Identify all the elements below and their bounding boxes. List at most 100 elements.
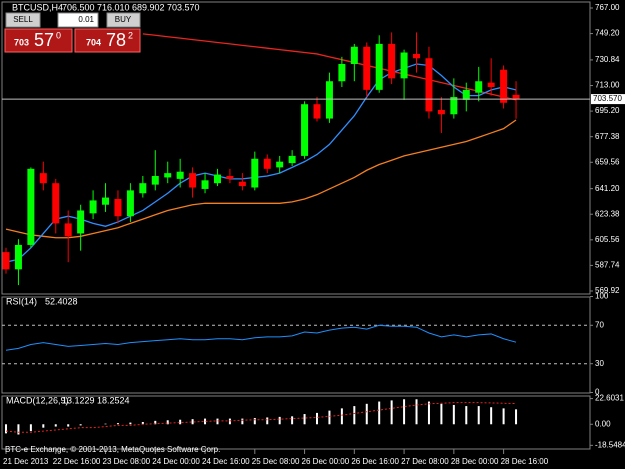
candle-body bbox=[450, 97, 458, 115]
candle-body bbox=[52, 183, 60, 224]
lot-input[interactable] bbox=[57, 12, 99, 28]
plot: 21 Dec 2013 22 Dec 16:00 23 Dec 08:00 24 De… bbox=[2, 3, 625, 466]
candle-body bbox=[114, 198, 122, 217]
candle-body bbox=[301, 104, 309, 156]
macd-bar bbox=[104, 423, 107, 425]
macd-bar bbox=[67, 424, 70, 427]
buy-price-big[interactable]: 704 bbox=[86, 37, 101, 47]
candle-body bbox=[288, 155, 296, 164]
x-tick-label: 27 Dec 08:00 bbox=[401, 457, 449, 466]
candle-body bbox=[425, 58, 433, 112]
macd-bar bbox=[452, 404, 455, 425]
macd-bar bbox=[291, 416, 294, 425]
macd-bar bbox=[241, 418, 244, 425]
candle-body bbox=[102, 197, 110, 205]
x-tick-label: 21 Dec 2013 bbox=[3, 457, 49, 466]
macd-bar bbox=[5, 424, 7, 434]
candle-body bbox=[500, 69, 508, 103]
copyright: BTC-e Exchange, © 2001-2013, MetaQuotes … bbox=[5, 445, 220, 454]
sell-price-frac[interactable]: 0 bbox=[56, 30, 61, 40]
macd-bar bbox=[465, 406, 468, 425]
macd-bar bbox=[378, 401, 381, 425]
macd-bar bbox=[17, 424, 20, 435]
buy-price-frac[interactable]: 2 bbox=[128, 30, 133, 40]
rsi-title: RSI(14) bbox=[6, 296, 37, 306]
macd-bar bbox=[79, 424, 82, 426]
candle-body bbox=[64, 223, 72, 237]
macd-frame bbox=[1, 395, 591, 450]
y-tick-label: 749.20 bbox=[595, 29, 620, 38]
macd-bar bbox=[266, 417, 269, 425]
buy-price-box[interactable] bbox=[74, 28, 141, 53]
y-tick-label: 767.00 bbox=[595, 3, 620, 12]
x-tick-label: 24 Dec 00:00 bbox=[152, 457, 200, 466]
moving-average bbox=[5, 119, 517, 239]
lot-value[interactable]: 0.01 bbox=[78, 15, 94, 24]
sell-price-big[interactable]: 703 bbox=[14, 37, 29, 47]
candle-body bbox=[164, 173, 172, 178]
macd-bar bbox=[216, 418, 219, 425]
macd-bar bbox=[228, 418, 231, 425]
y-tick-label: 641.20 bbox=[595, 184, 620, 193]
candle-body bbox=[238, 181, 246, 187]
macd-bar bbox=[490, 407, 493, 425]
candle-body bbox=[462, 89, 470, 100]
macd-bar bbox=[166, 420, 169, 425]
macd-bar bbox=[154, 420, 157, 425]
x-tick-label: 22 Dec 16:00 bbox=[53, 457, 101, 466]
candle-body bbox=[126, 190, 134, 217]
macd-bar bbox=[116, 423, 119, 425]
macd-bar bbox=[515, 409, 518, 425]
main-frame bbox=[1, 1, 591, 295]
sell-price-pips[interactable]: 57 bbox=[34, 30, 54, 50]
candle-body bbox=[400, 52, 408, 79]
y-tick-label: 0.00 bbox=[595, 419, 611, 428]
macd-bar bbox=[365, 403, 368, 425]
candle-body bbox=[512, 94, 520, 100]
y-tick-label: 587.74 bbox=[595, 261, 620, 270]
macd-value: 13.1229 bbox=[62, 395, 95, 405]
macd-bar bbox=[303, 414, 306, 425]
buy-button[interactable] bbox=[106, 12, 141, 28]
x-tick-label: 25 Dec 08:00 bbox=[252, 457, 300, 466]
buy-price-pips[interactable]: 78 bbox=[106, 30, 126, 50]
macd-bar bbox=[42, 424, 45, 428]
y-tick-label: 70 bbox=[595, 320, 604, 329]
y-tick-label: 22.6031 bbox=[595, 394, 624, 403]
macd-bar bbox=[440, 403, 443, 425]
candle-body bbox=[201, 180, 209, 189]
header-open: 706.500 bbox=[62, 2, 95, 12]
x-tick-label: 26 Dec 16:00 bbox=[351, 457, 399, 466]
macd-bar bbox=[179, 419, 182, 425]
macd-bar bbox=[278, 416, 281, 425]
y-tick-label: 677.38 bbox=[595, 132, 620, 141]
candle-body bbox=[487, 82, 495, 87]
macd-bar bbox=[141, 422, 144, 425]
sell-label[interactable]: SELL bbox=[13, 15, 33, 24]
candle-body bbox=[139, 183, 147, 194]
candle-body bbox=[151, 176, 159, 185]
macd-bar bbox=[502, 408, 505, 425]
candle-body bbox=[251, 158, 259, 188]
y-tick-label: 605.56 bbox=[595, 235, 620, 244]
sell-price-box[interactable] bbox=[4, 28, 73, 53]
sell-button[interactable] bbox=[5, 12, 41, 28]
candle-body bbox=[363, 46, 371, 90]
macd-bar bbox=[253, 418, 256, 425]
macd-bar bbox=[204, 418, 207, 425]
y-tick-label: 569.92 bbox=[595, 286, 620, 295]
macd-bar bbox=[328, 410, 331, 425]
macd-bar bbox=[29, 424, 32, 432]
y-tick-label: 730.84 bbox=[595, 55, 620, 64]
candle-body bbox=[27, 168, 35, 245]
buy-label[interactable]: BUY bbox=[115, 15, 132, 24]
y-tick-label: 100 bbox=[595, 292, 609, 301]
x-tick-label: 24 Dec 16:00 bbox=[202, 457, 250, 466]
x-tick-label: 26 Dec 00:00 bbox=[302, 457, 350, 466]
x-tick-label: 23 Dec 08:00 bbox=[103, 457, 151, 466]
candle-body bbox=[388, 43, 396, 79]
candle-body bbox=[226, 176, 234, 179]
signal-line bbox=[5, 402, 517, 433]
candle-body bbox=[325, 81, 333, 119]
